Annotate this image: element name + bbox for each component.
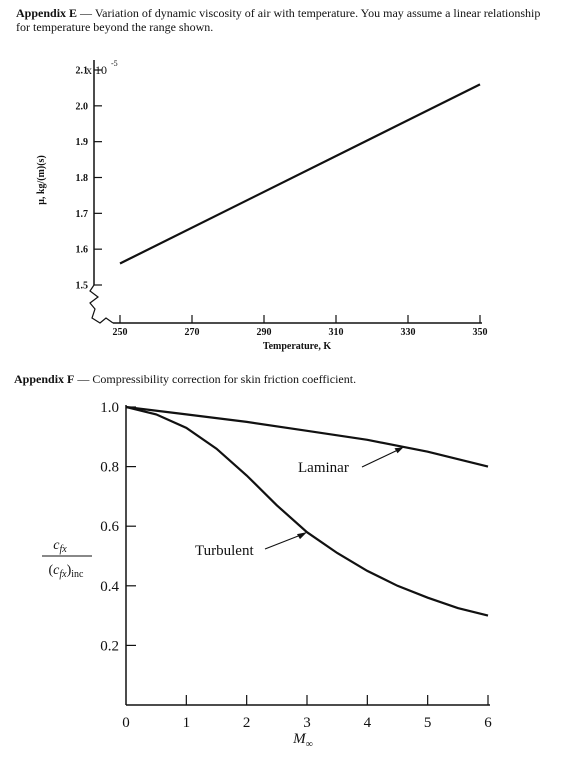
- viscosity-x-axis-label: Temperature, K: [263, 341, 332, 352]
- compressibility-chart: 0.2 0.4 0.6 0.8 1.0 0 1 2 3 4 5 6 Laminar Turbulent…: [42, 400, 492, 750]
- y-tick-label-1: 1.6: [76, 245, 89, 256]
- x-tick-label-5: 350: [473, 327, 488, 338]
- y-tick-label-2: 1.7: [76, 209, 89, 220]
- laminar-arrow: [361, 447, 402, 468]
- appendix-f-label: Appendix F: [14, 372, 75, 386]
- x-tick-label-1: 270: [185, 327, 200, 338]
- laminar-curve: [125, 405, 489, 468]
- y-tick-label-3: 1.8: [76, 173, 89, 184]
- turbulent-label: Turbulent: [195, 543, 254, 559]
- y-tick-label-6: 2.1: [76, 66, 89, 77]
- cf-y-label-numerator: cfx: [53, 538, 67, 555]
- cf-x-tick-label-3: 3: [303, 715, 311, 731]
- appendix-f-caption: Appendix F — Compressibility correction …: [14, 372, 357, 386]
- y-tick-label-4: 1.9: [76, 137, 89, 148]
- cf-x-tick-label-0: 0: [122, 715, 130, 731]
- x-tick-label-4: 330: [401, 327, 416, 338]
- cf-x-tick-label-2: 2: [243, 715, 251, 731]
- viscosity-y-axis-label: μ, kg/(m)(s): [36, 155, 47, 205]
- cf-x-tick-label-1: 1: [183, 715, 191, 731]
- turbulent-arrow: [264, 533, 304, 550]
- turbulent-arrowhead: [297, 532, 307, 540]
- laminar-arrowhead: [394, 447, 404, 454]
- cf-y-tick-label-0: 0.2: [100, 638, 119, 654]
- appendix-e-caption: Appendix E — Variation of dynamic viscos…: [16, 6, 541, 34]
- cf-y-tick-label-4: 1.0: [100, 400, 119, 416]
- cf-y-tick-label-3: 0.8: [100, 460, 119, 476]
- y-tick-label-0: 1.5: [76, 281, 89, 292]
- cf-y-label-denominator: (cfx)inc: [49, 563, 85, 580]
- y-multiplier-label: x 10: [86, 63, 107, 77]
- cf-x-tick-label-5: 5: [424, 715, 432, 731]
- mach-number-label: M∞: [292, 731, 313, 750]
- appendix-e-text: Variation of dynamic viscosity of air wi…: [16, 6, 541, 34]
- turbulent-curve: [125, 405, 489, 617]
- x-tick-label-2: 290: [257, 327, 272, 338]
- y-tick-label-5: 2.0: [76, 101, 89, 112]
- cf-y-axis-label: cfx (cfx)inc: [42, 538, 92, 580]
- appendix-f-text: Compressibility correction for skin fric…: [92, 372, 357, 386]
- y-multiplier-exponent: -5: [111, 59, 118, 68]
- x-tick-label-3: 310: [329, 327, 344, 338]
- cf-x-tick-label-6: 6: [484, 715, 492, 731]
- x-tick-label-0: 250: [113, 327, 128, 338]
- viscosity-line: [119, 83, 481, 265]
- laminar-label: Laminar: [298, 460, 349, 476]
- cf-y-tick-label-1: 0.4: [100, 579, 119, 595]
- axis-break-mark: [89, 284, 114, 324]
- appendix-e-label: Appendix E: [16, 6, 78, 20]
- cf-x-tick-label-4: 4: [364, 715, 372, 731]
- cf-y-tick-label-2: 0.6: [100, 519, 119, 535]
